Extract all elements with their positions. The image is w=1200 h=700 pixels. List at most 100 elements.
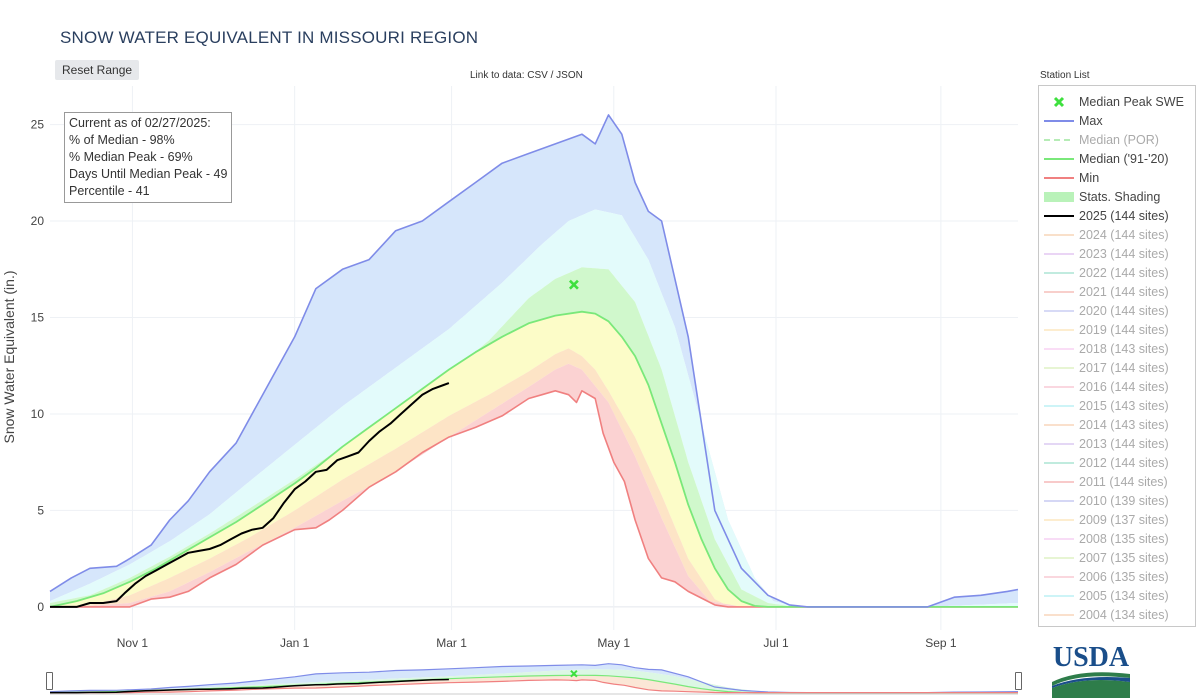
legend-swatch-icon xyxy=(1039,586,1079,605)
legend-item[interactable]: 2013 (144 sites) xyxy=(1039,434,1195,453)
legend-item[interactable]: 2016 (144 sites) xyxy=(1039,377,1195,396)
x-tick-label: May 1 xyxy=(597,636,630,650)
chart-title: SNOW WATER EQUIVALENT IN MISSOURI REGION xyxy=(60,28,479,47)
legend-item[interactable]: 2015 (143 sites) xyxy=(1039,396,1195,415)
legend-swatch-icon xyxy=(1039,415,1079,434)
legend-item[interactable]: 2022 (144 sites) xyxy=(1039,263,1195,282)
x-marker-icon xyxy=(1039,92,1079,111)
legend-label: 2018 (143 sites) xyxy=(1079,341,1169,356)
usda-logo-text: USDA xyxy=(1053,642,1130,673)
legend-item[interactable]: 2020 (144 sites) xyxy=(1039,301,1195,320)
median-line xyxy=(49,310,1018,608)
legend-label: Median ('91-'20) xyxy=(1079,151,1169,166)
range-current-line xyxy=(50,678,449,694)
band-p50-p30 xyxy=(50,311,1018,607)
x-tick-label: Jan 1 xyxy=(280,636,310,650)
current-status-box: Current as of 02/27/2025: % of Median - … xyxy=(64,112,233,203)
info-percent-median-peak: % Median Peak - 69% xyxy=(69,150,193,164)
data-link-separator: / xyxy=(547,70,557,81)
json-link[interactable]: JSON xyxy=(556,70,583,81)
legend-swatch-icon xyxy=(1039,225,1079,244)
legend-label: Stats. Shading xyxy=(1079,189,1161,204)
range-handle-right[interactable] xyxy=(1015,672,1022,690)
chart-markers xyxy=(568,279,579,290)
legend-item[interactable]: 2008 (135 sites) xyxy=(1039,529,1195,548)
legend-swatch-icon xyxy=(1039,396,1079,415)
y-tick-label: 20 xyxy=(31,214,45,228)
info-current-as-of: Current as of 02/27/2025: xyxy=(69,116,211,130)
legend-label: Max xyxy=(1079,113,1103,128)
station-list-link[interactable]: Station List xyxy=(1040,70,1090,81)
legend-swatch-icon xyxy=(1039,510,1079,529)
legend-item[interactable]: 2006 (135 sites) xyxy=(1039,567,1195,586)
y-tick-label: 5 xyxy=(37,503,44,517)
y-axis-label: Snow Water Equivalent (in.) xyxy=(1,271,17,444)
legend-item[interactable]: 2005 (134 sites) xyxy=(1039,586,1195,605)
legend-item[interactable]: 2012 (144 sites) xyxy=(1039,453,1195,472)
legend-swatch-icon xyxy=(1039,339,1079,358)
axis-ticks: 0 5 10 15 20 25 Nov 1 Jan 1 Mar 1 May 1 Jul 1 Sep 1 xyxy=(31,118,957,650)
legend-label: 2008 (135 sites) xyxy=(1079,531,1169,546)
legend-swatch-icon xyxy=(1039,244,1079,263)
legend-swatch-icon xyxy=(1039,168,1079,187)
legend-item[interactable]: 2017 (144 sites) xyxy=(1039,358,1195,377)
y-tick-label: 0 xyxy=(37,600,44,614)
range-handle-left[interactable] xyxy=(46,672,53,690)
legend-item[interactable]: 2014 (143 sites) xyxy=(1039,415,1195,434)
legend-item[interactable]: 2023 (144 sites) xyxy=(1039,244,1195,263)
legend-item[interactable]: 2021 (144 sites) xyxy=(1039,282,1195,301)
chart-legend: Median Peak SWE Max Median (POR) Median ('9… xyxy=(1038,85,1196,627)
legend-item[interactable]: 2011 (144 sites) xyxy=(1039,472,1195,491)
swe-chart: 0 5 10 15 20 25 Nov 1 Jan 1 Mar 1 May 1 Jul 1 Sep 1… xyxy=(1,86,1019,695)
legend-swatch-icon xyxy=(1039,358,1079,377)
legend-item[interactable]: Median (POR) xyxy=(1039,130,1195,149)
info-days-until-peak: Days Until Median Peak - 49 xyxy=(69,167,228,181)
legend-label: 2019 (144 sites) xyxy=(1079,322,1169,337)
legend-label: 2006 (135 sites) xyxy=(1079,569,1169,584)
x-tick-label: Sep 1 xyxy=(925,636,957,650)
band-max-p90 xyxy=(50,114,1018,607)
reset-range-button[interactable]: Reset Range xyxy=(55,60,140,80)
legend-item[interactable]: Max xyxy=(1039,111,1195,130)
legend-item[interactable]: Min xyxy=(1039,168,1195,187)
median-peak-marker xyxy=(568,279,579,290)
legend-swatch-icon xyxy=(1039,149,1079,168)
csv-link[interactable]: CSV xyxy=(527,70,548,81)
band-p90-p70 xyxy=(50,209,1018,607)
legend-label: 2005 (134 sites) xyxy=(1079,588,1169,603)
legend-label: 2023 (144 sites) xyxy=(1079,246,1169,261)
legend-item[interactable]: Median Peak SWE xyxy=(1039,92,1195,111)
legend-swatch-icon xyxy=(1039,567,1079,586)
x-tick-label: Nov 1 xyxy=(117,636,149,650)
legend-swatch-icon xyxy=(1039,453,1079,472)
legend-label: 2013 (144 sites) xyxy=(1079,436,1169,451)
y-tick-label: 10 xyxy=(31,407,45,421)
legend-item[interactable]: Stats. Shading xyxy=(1039,187,1195,206)
legend-item[interactable]: 2018 (143 sites) xyxy=(1039,339,1195,358)
series-lines xyxy=(49,114,1019,608)
legend-swatch-icon xyxy=(1039,263,1079,282)
legend-item[interactable]: 2010 (139 sites) xyxy=(1039,491,1195,510)
legend-label: Median Peak SWE xyxy=(1079,94,1184,109)
legend-swatch-icon xyxy=(1039,187,1079,206)
legend-swatch-icon xyxy=(1039,529,1079,548)
legend-item[interactable]: 2004 (134 sites) xyxy=(1039,605,1195,624)
legend-item[interactable]: 2025 (144 sites) xyxy=(1039,206,1195,225)
legend-swatch-icon xyxy=(1039,491,1079,510)
legend-item[interactable]: 2009 (137 sites) xyxy=(1039,510,1195,529)
legend-item[interactable]: 2024 (144 sites) xyxy=(1039,225,1195,244)
legend-swatch-icon xyxy=(1039,548,1079,567)
range-band-max xyxy=(50,663,1018,693)
legend-swatch-icon xyxy=(1039,472,1079,491)
legend-label: 2021 (144 sites) xyxy=(1079,284,1169,299)
legend-swatch-icon xyxy=(1039,111,1079,130)
legend-label: 2009 (137 sites) xyxy=(1079,512,1169,527)
info-percentile: Percentile - 41 xyxy=(69,184,150,198)
data-link-prefix: Link to data: xyxy=(470,70,528,81)
range-slider[interactable] xyxy=(49,662,1019,695)
legend-item[interactable]: 2007 (135 sites) xyxy=(1039,548,1195,567)
legend-item[interactable]: 2019 (144 sites) xyxy=(1039,320,1195,339)
legend-item[interactable]: Median ('91-'20) xyxy=(1039,149,1195,168)
legend-swatch-icon xyxy=(1039,605,1079,624)
legend-label: Min xyxy=(1079,170,1100,185)
